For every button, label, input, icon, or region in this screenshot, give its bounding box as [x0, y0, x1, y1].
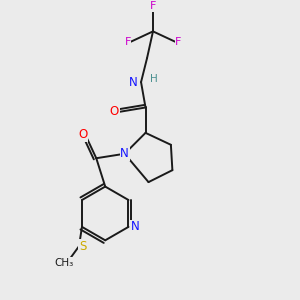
Text: N: N — [131, 220, 140, 233]
Text: F: F — [175, 37, 182, 47]
Text: CH₃: CH₃ — [54, 258, 74, 268]
Text: N: N — [120, 147, 129, 160]
Text: N: N — [128, 76, 137, 88]
Text: O: O — [110, 106, 119, 118]
Text: O: O — [78, 128, 88, 141]
Text: F: F — [150, 1, 156, 11]
Text: S: S — [79, 240, 86, 253]
Text: F: F — [124, 37, 131, 47]
Text: H: H — [150, 74, 158, 84]
